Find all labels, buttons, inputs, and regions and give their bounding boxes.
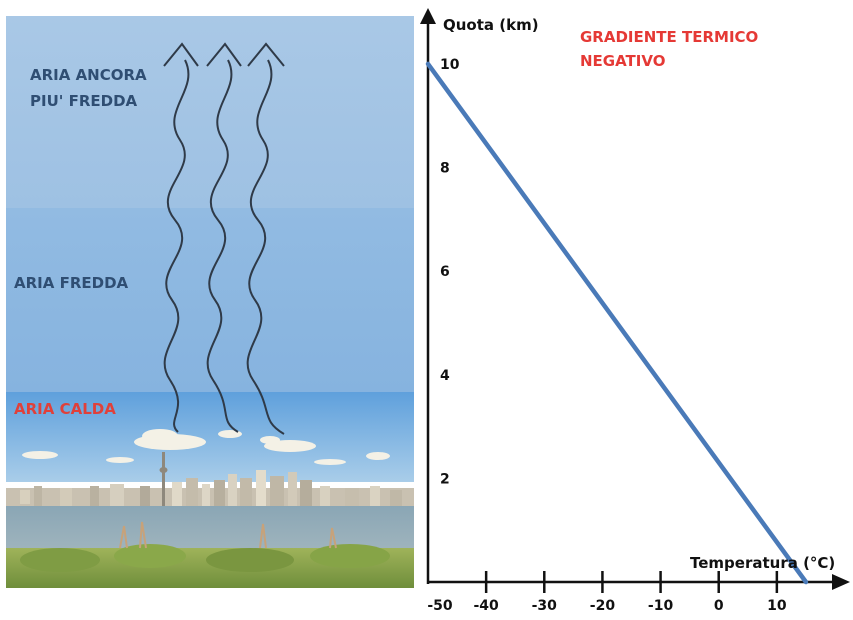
x-tick-label: -40 <box>473 598 499 614</box>
y-axis-arrow-icon <box>420 8 436 24</box>
y-tick-label: 6 <box>440 264 450 280</box>
upper-sky-band <box>6 16 414 208</box>
label-coldest-air-line2: PIU' FREDDA <box>30 92 138 110</box>
cloud-icon <box>22 429 390 465</box>
y-tick-label: 4 <box>440 368 450 384</box>
wavy-arrows <box>163 42 285 435</box>
middle-sky-band <box>6 208 414 392</box>
chart-title-line2: NEGATIVO <box>580 52 665 70</box>
x-tick-label: 0 <box>714 598 724 614</box>
wavy-arrow-icon <box>163 59 190 433</box>
label-coldest-air-line1: ARIA ANCORA <box>30 66 147 84</box>
lower-sky-band <box>6 392 414 482</box>
atmosphere-panel: ARIA ANCORA PIU' FREDDA ARIA FREDDA ARIA… <box>6 16 414 588</box>
label-warm-air: ARIA CALDA <box>14 400 116 418</box>
label-cold-air: ARIA FREDDA <box>14 274 129 292</box>
arrowhead-icon <box>206 42 242 67</box>
city-skyline-icon <box>6 452 414 508</box>
y-tick-label: 2 <box>440 471 450 487</box>
y-tick-label: 10 <box>440 57 460 73</box>
y-axis-label: Quota (km) <box>443 16 539 34</box>
chart-title-line1: GRADIENTE TERMICO <box>580 28 758 46</box>
x-axis-arrow-icon <box>832 574 850 590</box>
y-ticks: 2 4 6 8 10 <box>440 57 460 487</box>
x-tick-label: -50 <box>427 598 453 614</box>
x-axis-label: Temperatura (°C) <box>690 554 835 572</box>
wavy-arrow-icon <box>246 59 285 435</box>
lapse-rate-chart: -50 -40 -30 -20 -10 0 10 2 4 6 8 10 Quota (km) Tem… <box>420 8 850 614</box>
wavy-arrow-icon <box>206 59 239 433</box>
arrowhead-icon <box>247 42 285 67</box>
x-tick-label: 10 <box>767 598 787 614</box>
y-tick-label: 8 <box>440 161 450 177</box>
x-tick-label: -10 <box>648 598 674 614</box>
grass-foreground <box>6 521 414 588</box>
x-tick-label: -20 <box>590 598 616 614</box>
x-tick-label: -30 <box>532 598 558 614</box>
lake-water <box>6 506 414 550</box>
x-ticks: -50 -40 -30 -20 -10 0 10 <box>427 571 787 614</box>
temperature-lapse-line <box>425 61 809 585</box>
arrowhead-icon <box>163 42 199 67</box>
